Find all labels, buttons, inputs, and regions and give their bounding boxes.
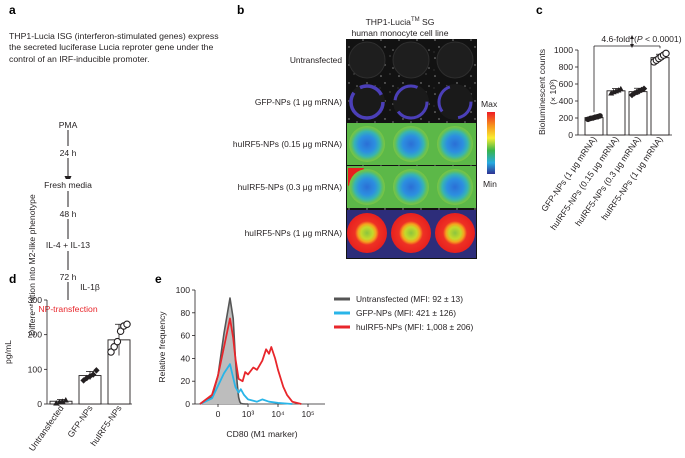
e-x-axis-title: CD80 (M1 marker) xyxy=(226,429,297,439)
step-24h: 24 h xyxy=(60,148,77,158)
step-il4-il13: IL-4 + IL-13 xyxy=(46,240,90,250)
c-data-point xyxy=(638,86,645,94)
d-y-tick-label: 0 xyxy=(37,399,42,409)
e-y-tick-label: 40 xyxy=(180,353,190,363)
panel-a-label: a xyxy=(9,3,16,17)
c-data-point xyxy=(597,113,603,119)
c-bar xyxy=(606,90,626,136)
e-legend-label: Untransfected (MFI: 92 ± 13) xyxy=(356,294,463,304)
e-y-axis-title: Relative frequency xyxy=(157,311,167,383)
e-x-tick-label: 10³ xyxy=(242,409,255,419)
d-data-point xyxy=(107,348,115,356)
plate-row-irf5-1 xyxy=(347,210,476,258)
e-legend-label: GFP-NPs (MFI: 421 ± 126) xyxy=(356,308,456,318)
d-data-point xyxy=(90,371,97,378)
row-label-gfp: GFP-NPs (1 μg mRNA) xyxy=(255,97,342,107)
c-y-tick-label: 400 xyxy=(559,96,574,106)
colorbar xyxy=(487,112,495,174)
c-data-point xyxy=(633,88,640,96)
panel-c-label: c xyxy=(536,3,543,17)
e-y-tick-label: 60 xyxy=(180,331,190,341)
c-y-tick-label: 800 xyxy=(559,62,574,72)
panel-e-chart: Relative frequency CD80 (M1 marker) 0 20 4… xyxy=(157,285,473,439)
plate-row-irf5-03 xyxy=(347,166,476,208)
row-label-untransfected: Untransfected xyxy=(290,55,342,65)
protocol-side-label: Differentiation into M2-like phenotype xyxy=(27,194,37,336)
c-y-axis-unit: (× 10³) xyxy=(548,79,558,105)
e-legend-label: huIRF5-NPs (MFI: 1,008 ± 206) xyxy=(356,322,473,332)
d-x-tick-label: Untransfected xyxy=(27,403,66,453)
d-data-point xyxy=(110,343,118,351)
step-72h: 72 h xyxy=(60,272,77,282)
c-data-point xyxy=(617,85,624,92)
row-label-irf5-03: huIRF5-NPs (0.3 μg mRNA) xyxy=(238,182,343,192)
panel-c-chart: Bioluminescent counts (× 10³) 4.6-fold (… xyxy=(537,34,682,232)
c-p-annotation: (P < 0.0001) xyxy=(634,34,682,44)
d-y-axis-title: pg/mL xyxy=(3,340,13,364)
c-data-point xyxy=(640,85,648,92)
d-x-tick-label: GFP-NPs xyxy=(65,403,94,439)
e-x-tick-label: 0 xyxy=(216,409,221,419)
c-y-tick-label: 0 xyxy=(568,130,573,140)
row-label-irf5-1: huIRF5-NPs (1 μg mRNA) xyxy=(245,228,343,238)
plate-row-untransfected xyxy=(348,41,474,79)
c-bar xyxy=(650,57,670,136)
e-y-tick-label: 0 xyxy=(185,399,190,409)
panel-a-protocol: Differentiation into M2-like phenotype P… xyxy=(27,120,105,336)
e-x-tick-label: 10⁴ xyxy=(271,409,285,419)
panel-a-description: THP1-Lucia ISG (interferon-stimulated ge… xyxy=(9,31,219,64)
e-series-line xyxy=(199,363,293,405)
e-x-tick-label: 10⁵ xyxy=(301,409,315,419)
d-data-point xyxy=(116,327,125,335)
panel-e-label: e xyxy=(155,272,162,286)
step-fresh-media: Fresh media xyxy=(44,180,92,190)
panel-b-imaging: THP1-LuciaTM SG human monocyte cell line xyxy=(233,17,498,259)
c-y-tick-label: 200 xyxy=(559,113,574,123)
c-y-tick-label: 600 xyxy=(559,79,574,89)
d-y-tick-label: 100 xyxy=(28,364,43,374)
colorbar-max-label: Max xyxy=(481,99,498,109)
imaging-title: THP1-LuciaTM SG xyxy=(366,17,435,27)
plate-row-irf5-015 xyxy=(347,123,476,165)
c-data-point xyxy=(636,88,643,95)
c-bar xyxy=(628,91,648,136)
d-data-point xyxy=(80,377,87,384)
step-np-transfection: NP-transfection xyxy=(38,304,97,314)
d-data-point xyxy=(59,398,66,404)
imaging-subtitle: human monocyte cell line xyxy=(352,28,449,38)
c-y-tick-label: 1000 xyxy=(554,45,573,55)
colorbar-min-label: Min xyxy=(483,179,497,189)
d-data-point xyxy=(62,397,69,403)
plate-row-gfp xyxy=(349,84,473,120)
d-data-point xyxy=(93,367,100,374)
d-y-tick-label: 300 xyxy=(28,295,43,305)
d-data-point xyxy=(123,320,131,329)
step-48h: 48 h xyxy=(60,209,77,219)
e-series-line xyxy=(199,317,302,405)
d-y-tick-label: 200 xyxy=(28,330,43,340)
panel-d-label: d xyxy=(9,272,16,286)
panel-b-label: b xyxy=(237,3,244,17)
e-y-tick-label: 80 xyxy=(180,308,190,318)
e-y-tick-label: 20 xyxy=(180,376,190,386)
d-title: IL-1β xyxy=(80,282,100,292)
d-data-point xyxy=(113,337,122,346)
e-y-tick-label: 100 xyxy=(176,285,191,295)
c-fold-annotation: 4.6-fold xyxy=(601,34,630,44)
row-label-irf5-015: huIRF5-NPs (0.15 μg mRNA) xyxy=(233,139,342,149)
c-y-axis-title: Bioluminescent counts xyxy=(537,49,547,135)
c-data-point xyxy=(662,49,670,58)
step-pma: PMA xyxy=(59,120,78,130)
